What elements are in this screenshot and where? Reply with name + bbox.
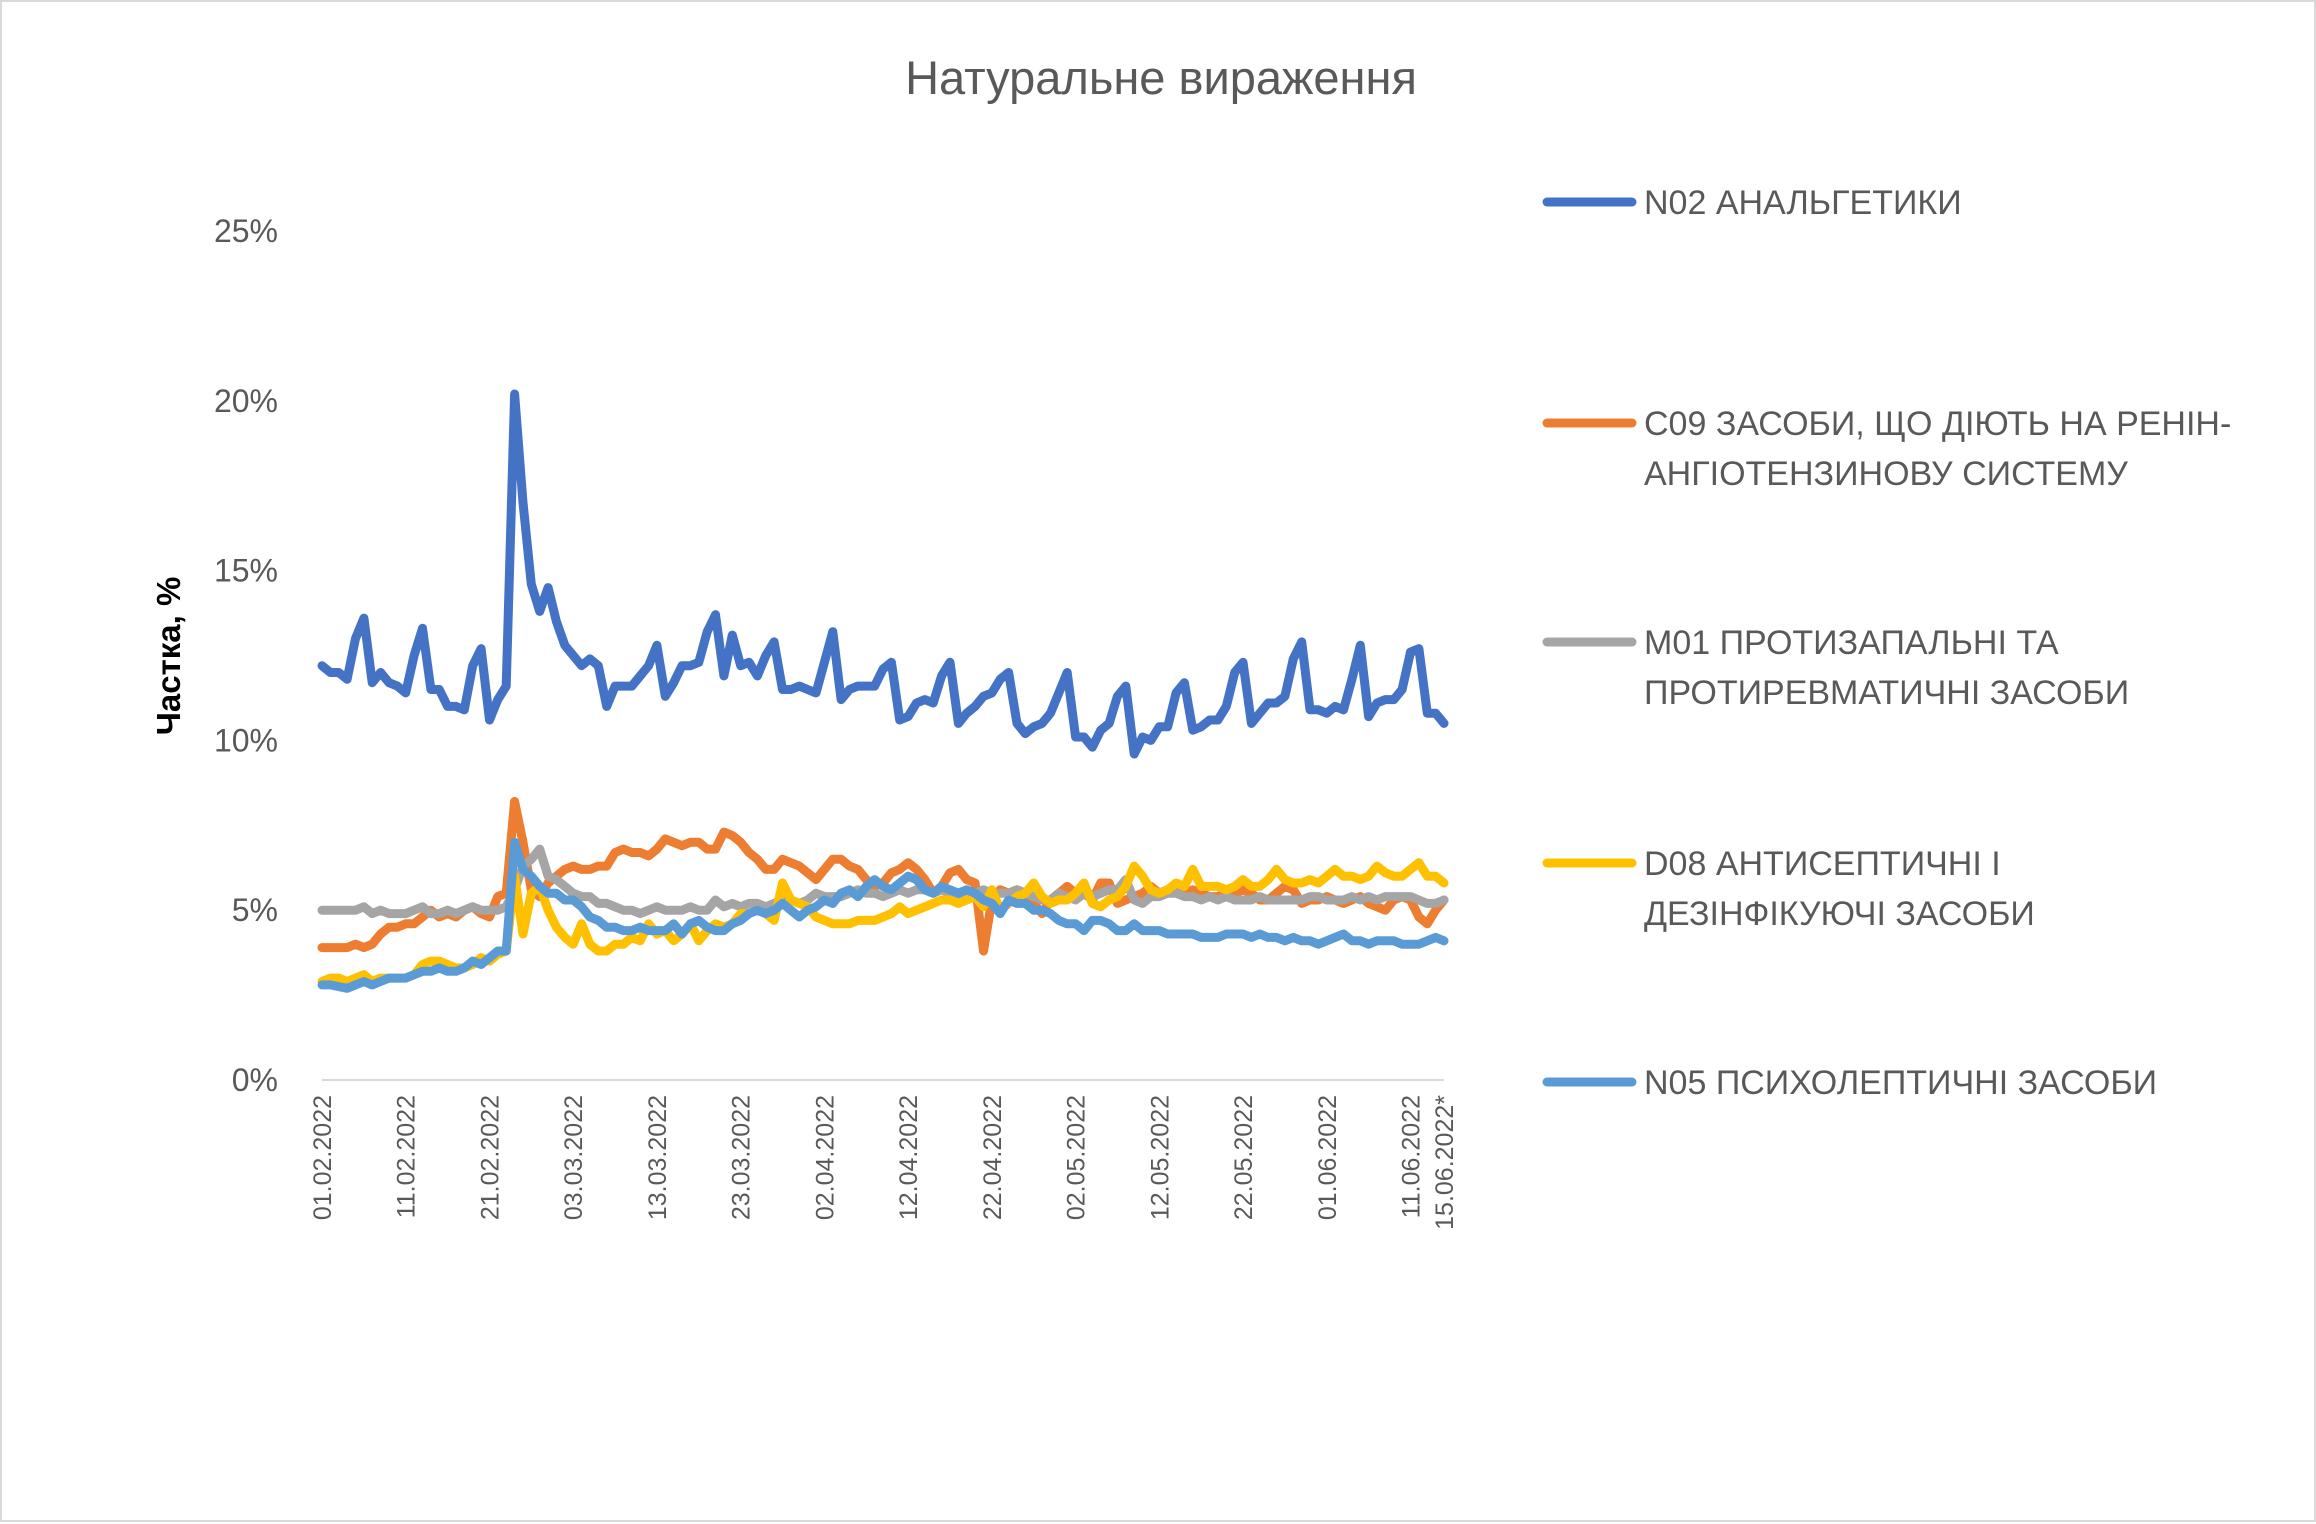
y-tick-label: 20% <box>214 383 278 419</box>
x-tick-label: 13.03.2022 <box>644 1095 672 1220</box>
x-tick-label: 15.06.2022* <box>1431 1095 1459 1230</box>
x-tick-label: 12.05.2022 <box>1146 1095 1174 1220</box>
legend-item-m01: M01 ПРОТИЗАПАЛЬНІ ТА ПРОТИРЕВМАТИЧНІ ЗАСО… <box>1542 624 2129 712</box>
legend-label: N05 ПСИХОЛЕПТИЧНІ ЗАСОБИ <box>1644 1064 2157 1102</box>
legend-label: C09 ЗАСОБИ, ЩО ДІЮТЬ НА РЕНІН- <box>1644 405 2231 443</box>
y-tick-label: 10% <box>214 722 278 758</box>
x-tick-label: 22.05.2022 <box>1230 1095 1258 1220</box>
legend-label: АНГІОТЕНЗИНОВУ СИСТЕМУ <box>1644 455 2128 493</box>
legend-item-d08: D08 АНТИСЕПТИЧНІ І ДЕЗІНФІКУЮЧІ ЗАСОБИ <box>1542 845 2035 933</box>
x-tick-label: 11.06.2022 <box>1398 1095 1426 1218</box>
x-tick-label: 12.04.2022 <box>895 1095 923 1220</box>
x-tick-label: 01.06.2022 <box>1314 1095 1342 1220</box>
legend-item-n02: N02 АНАЛЬГЕТИКИ <box>1542 184 1962 222</box>
x-tick-label: 21.02.2022 <box>476 1095 504 1220</box>
y-tick-label: 5% <box>232 892 278 928</box>
x-tick-label: 11.02.2022 <box>393 1095 421 1218</box>
y-tick-label: 15% <box>214 553 278 589</box>
legend-item-c09: C09 ЗАСОБИ, ЩО ДІЮТЬ НА РЕНІН- АНГІОТЕНЗИ… <box>1542 405 2231 493</box>
y-axis-title: Частка, % <box>150 577 187 736</box>
x-tick-label: 02.05.2022 <box>1063 1095 1091 1220</box>
x-tick-label: 01.02.2022 <box>309 1095 337 1220</box>
legend-label: M01 ПРОТИЗАПАЛЬНІ ТА <box>1644 624 2059 662</box>
legend-label: D08 АНТИСЕПТИЧНІ І <box>1644 845 2001 883</box>
legend-label: N02 АНАЛЬГЕТИКИ <box>1644 184 1962 222</box>
x-tick-label: 22.04.2022 <box>979 1095 1007 1220</box>
legend-item-n05: N05 ПСИХОЛЕПТИЧНІ ЗАСОБИ <box>1542 1064 2157 1102</box>
series-group <box>317 389 1449 993</box>
chart-title: Натуральне вираження <box>905 51 1417 104</box>
y-tick-label: 25% <box>214 213 278 249</box>
legend-label: ДЕЗІНФІКУЮЧІ ЗАСОБИ <box>1644 895 2035 933</box>
series-line-n05 <box>317 837 1449 993</box>
y-axis: 0% 5% 10% 15% 20% 25% <box>214 213 278 1098</box>
legend-label: ПРОТИРЕВМАТИЧНІ ЗАСОБИ <box>1644 674 2129 712</box>
x-tick-label: 23.03.2022 <box>728 1095 756 1220</box>
x-tick-label: 03.03.2022 <box>560 1095 588 1220</box>
legend: N02 АНАЛЬГЕТИКИ C09 ЗАСОБИ, ЩО ДІЮТЬ НА Р… <box>1542 184 2231 1102</box>
x-tick-label: 02.04.2022 <box>811 1095 839 1220</box>
x-axis: 01.02.2022 11.02.2022 21.02.2022 03.03.2022… <box>309 1095 1459 1230</box>
series-line-n02 <box>317 389 1449 759</box>
y-tick-label: 0% <box>232 1062 278 1098</box>
